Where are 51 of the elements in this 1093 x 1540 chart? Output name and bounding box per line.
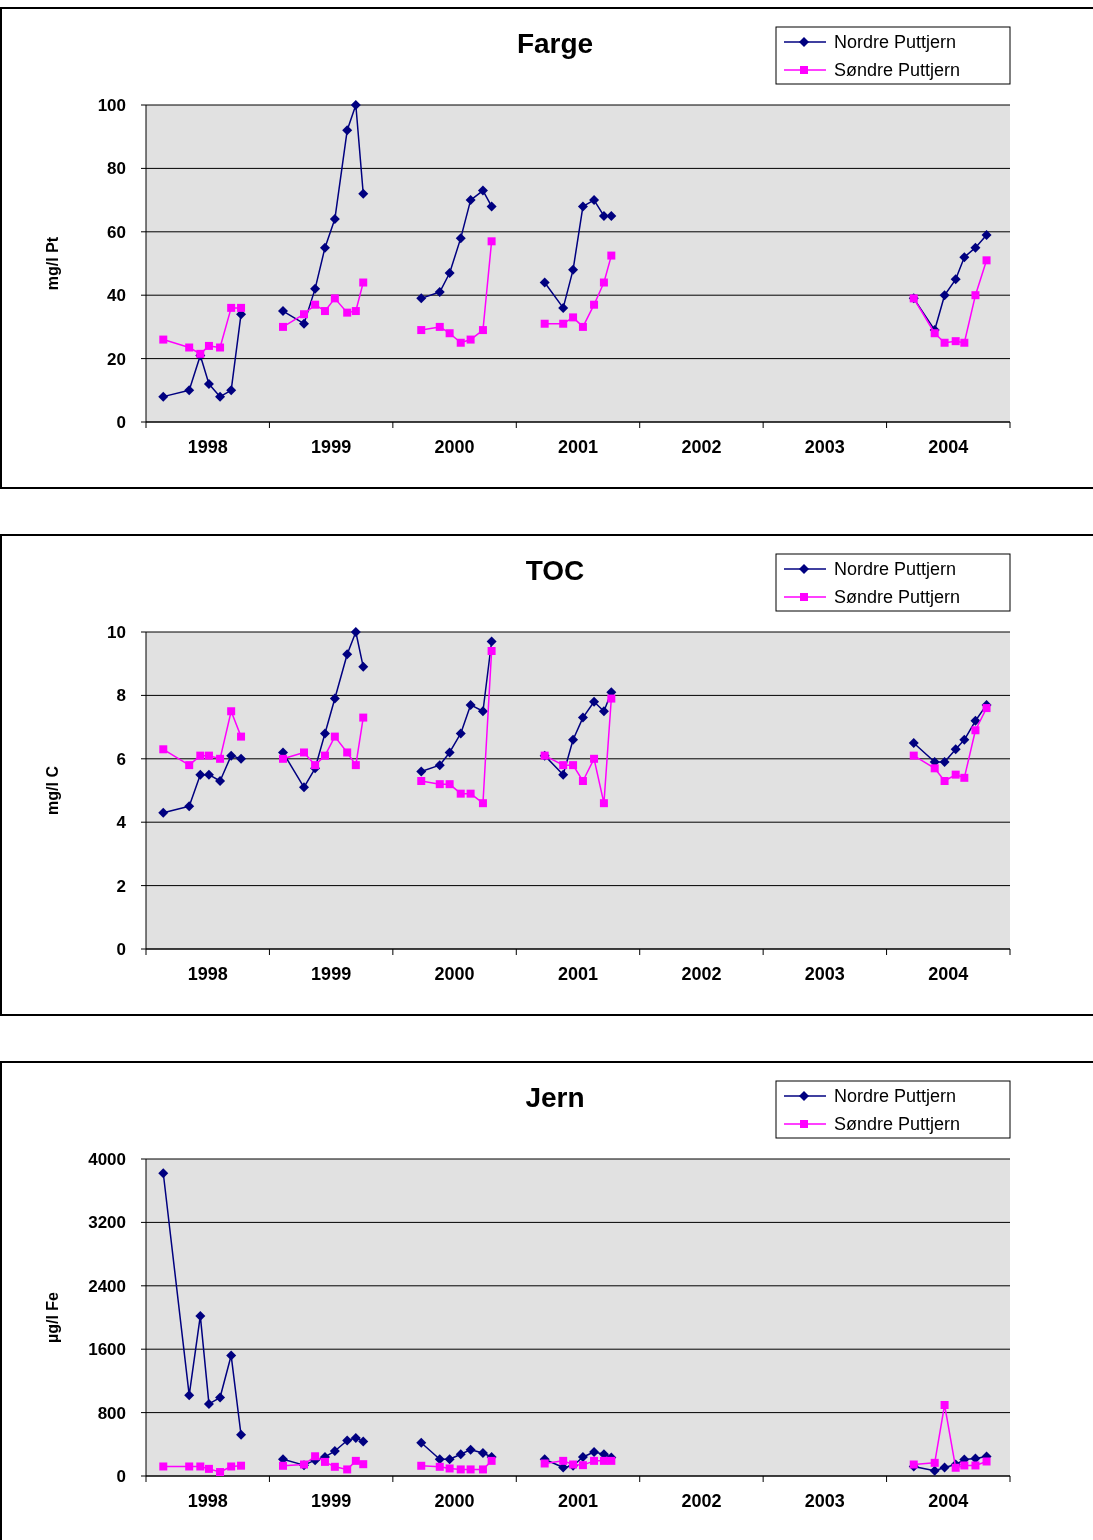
x-tick-label: 2003 (804, 1491, 845, 1511)
y-tick-label: 10 (107, 623, 126, 642)
x-tick-label: 2004 (928, 437, 969, 457)
x-tick-label: 2000 (434, 1491, 475, 1511)
x-tick-label: 2003 (804, 437, 845, 457)
chart-title: Farge (516, 28, 594, 59)
y-tick-label: 8 (116, 686, 126, 706)
y-tick-label: 3200 (88, 1213, 126, 1233)
x-tick-label: 2002 (681, 437, 722, 457)
y-tick-label: 800 (97, 1403, 126, 1423)
legend-label: Nordre Puttjern (834, 32, 957, 52)
x-tick-label: 1999 (311, 437, 352, 457)
chart-title: TOC (525, 555, 585, 586)
y-tick-label: 80 (107, 159, 126, 179)
y-tick-label: 4000 (88, 1150, 126, 1169)
legend-label: Nordre Puttjern (834, 1086, 957, 1106)
y-tick-label: 1600 (88, 1340, 126, 1360)
legend-label: Søndre Puttjern (834, 1114, 961, 1134)
x-tick-label: 2001 (557, 1491, 599, 1511)
x-tick-label: 2004 (928, 1491, 969, 1511)
y-tick-label: 4 (116, 813, 127, 833)
x-tick-label: 2000 (434, 437, 475, 457)
y-axis-title: mg/l C (44, 765, 61, 815)
x-tick-label: 1999 (311, 1491, 352, 1511)
x-tick-label: 2000 (434, 964, 475, 984)
y-tick-label: 0 (116, 940, 126, 959)
x-tick-label: 2004 (928, 964, 969, 984)
y-tick-label: 100 (97, 96, 126, 115)
y-tick-label: 6 (116, 749, 126, 769)
x-tick-label: 1999 (311, 964, 352, 984)
y-tick-label: 0 (116, 413, 126, 432)
x-tick-label: 2002 (681, 964, 722, 984)
y-tick-label: 2400 (88, 1276, 126, 1296)
legend-label: Nordre Puttjern (834, 559, 957, 579)
x-tick-label: 2002 (681, 1491, 722, 1511)
legend-label: Søndre Puttjern (834, 587, 961, 607)
y-axis-title: mg/l Pt (44, 236, 61, 291)
x-tick-label: 1998 (187, 437, 228, 457)
y-tick-label: 2 (116, 876, 126, 896)
y-axis-title: µg/l Fe (44, 1291, 61, 1343)
chart-title: Jern (525, 1082, 585, 1113)
y-tick-label: 0 (116, 1467, 126, 1486)
y-tick-label: 60 (107, 222, 126, 242)
x-tick-label: 1998 (187, 1491, 228, 1511)
legend-label: Søndre Puttjern (834, 60, 961, 80)
y-tick-label: 20 (107, 349, 126, 369)
x-tick-label: 2001 (557, 964, 599, 984)
y-tick-label: 40 (107, 286, 126, 306)
x-tick-label: 2003 (804, 964, 845, 984)
x-tick-label: 2001 (557, 437, 599, 457)
x-tick-label: 1998 (187, 964, 228, 984)
